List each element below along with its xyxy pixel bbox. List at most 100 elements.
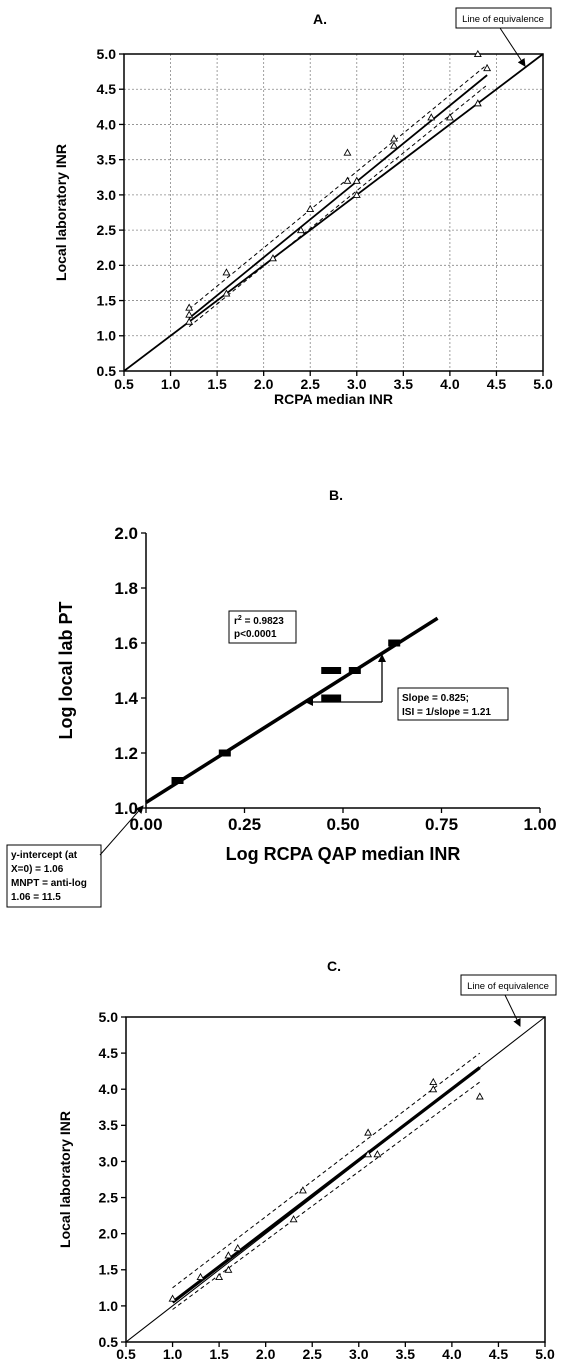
panel-c-x-tick-label: 2.0 bbox=[256, 1346, 276, 1362]
panel-b-x-tick-label: 0.25 bbox=[228, 815, 261, 834]
panel-a-annotation-label: Line of equivalence bbox=[462, 14, 544, 25]
panel-c-y-tick-label: 4.5 bbox=[99, 1045, 119, 1061]
panel-a-data-point bbox=[483, 63, 492, 72]
panel-c-x-tick-label: 1.5 bbox=[209, 1346, 229, 1362]
panel-b-y-axis-label: Log local lab PT bbox=[56, 601, 76, 739]
panel-b-stats-box bbox=[228, 610, 297, 644]
panel-c-x-tick-label: 1.0 bbox=[163, 1346, 183, 1362]
panel-c-data-point bbox=[196, 1272, 205, 1281]
panel-b-slope-line1: Slope = 0.825; bbox=[402, 693, 469, 704]
panel-c-data-point bbox=[373, 1150, 382, 1158]
panel-c-y-tick-label: 1.5 bbox=[99, 1262, 119, 1278]
panel-c-x-tick-label: 2.5 bbox=[302, 1346, 322, 1362]
panel-a-data-point bbox=[352, 190, 361, 198]
panel-b-r2-value: = 0.9823 bbox=[242, 616, 284, 627]
panel-c-data-point bbox=[224, 1265, 233, 1273]
panel-a-data-point bbox=[445, 113, 454, 121]
panel-c-annotation-label: Line of equivalence bbox=[467, 981, 549, 992]
panel-a-y-tick-label: 1.5 bbox=[97, 292, 117, 308]
panel-b-y-tick-label: 1.6 bbox=[114, 634, 138, 653]
panel-a-x-axis-label: RCPA median INR bbox=[274, 391, 393, 407]
panel-a-y-tick-label: 2.0 bbox=[97, 257, 117, 273]
panel-c-y-tick-label: 4.0 bbox=[99, 1081, 119, 1097]
panel-c-data-point bbox=[364, 1150, 373, 1158]
panel-a-data-point bbox=[185, 303, 194, 311]
panel-c-x-tick-label: 3.0 bbox=[349, 1346, 369, 1362]
panel-b-stats-r2: r2 = 0.9823 bbox=[234, 615, 284, 627]
panel-a-y-tick-label: 5.0 bbox=[97, 46, 117, 62]
panel-c-y-tick-label: 3.0 bbox=[99, 1153, 119, 1169]
panel-a-x-tick-label: 4.5 bbox=[487, 376, 507, 392]
panel-b-intercept-box bbox=[6, 844, 102, 908]
panel-a-x-tick-label: 5.0 bbox=[533, 376, 553, 392]
panel-c-data-point bbox=[233, 1243, 242, 1252]
panel-a-data-point bbox=[390, 141, 398, 149]
panel-b-data-point bbox=[321, 667, 334, 674]
panel-c-annotation-arrow bbox=[504, 994, 521, 1027]
panel-a-annotation-arrow bbox=[499, 27, 526, 67]
panel-b-y-tick-label: 2.0 bbox=[114, 524, 138, 543]
panel-b-intercept-arrow bbox=[99, 805, 144, 856]
panel-b-slope-line2: ISI = 1/slope = 1.21 bbox=[402, 707, 491, 718]
panel-b-y-tick-label: 1.0 bbox=[114, 799, 138, 818]
panel-a-equivalence-line bbox=[123, 53, 544, 372]
panel-b-intercept-line4: 1.06 = 11.5 bbox=[11, 892, 61, 903]
panel-b-data-point bbox=[321, 694, 334, 702]
panel-b-x-tick-label: 0.00 bbox=[129, 815, 162, 834]
panel-a-data-point bbox=[343, 176, 352, 184]
panel-b-x-tick-label: 0.50 bbox=[326, 815, 359, 834]
panel-a-y-tick-label: 3.0 bbox=[97, 187, 117, 203]
panel-b-data-point bbox=[388, 639, 401, 647]
panel-a-x-tick-label: 2.0 bbox=[254, 376, 274, 392]
panel-a-x-tick-label: 1.5 bbox=[207, 376, 227, 392]
panel-a-data-point bbox=[222, 268, 231, 276]
panel-b-intercept-line1: y-intercept (at bbox=[11, 850, 78, 861]
panel-c-x-tick-label: 0.5 bbox=[116, 1346, 136, 1362]
panel-c-y-tick-label: 2.5 bbox=[99, 1189, 119, 1205]
panel-b-x-axis-label: Log RCPA QAP median INR bbox=[226, 844, 461, 864]
panel-b-y-tick-label: 1.2 bbox=[114, 744, 138, 763]
panel-b-stats-p: p<0.0001 bbox=[234, 629, 277, 640]
panel-c-y-axis-label: Local laboratory INR bbox=[57, 1111, 73, 1248]
panel-b-y-tick-label: 1.4 bbox=[114, 689, 138, 708]
panel-a-x-tick-label: 2.5 bbox=[300, 376, 320, 392]
panel-b-intercept-line2: X=0) = 1.06 bbox=[11, 864, 64, 875]
panel-c-data-point bbox=[429, 1085, 438, 1093]
panel-a-data-point bbox=[222, 289, 231, 297]
panel-a-regression-line bbox=[188, 74, 488, 319]
panel-c-y-tick-label: 2.0 bbox=[99, 1226, 119, 1242]
panel-c-y-tick-label: 5.0 bbox=[99, 1009, 119, 1025]
panel-a-ci-lower-line bbox=[188, 84, 488, 328]
panel-a-ci-upper-line bbox=[188, 64, 488, 310]
panel-c-data-point bbox=[224, 1251, 233, 1259]
panel-c-title: C. bbox=[327, 958, 341, 974]
panel-c-regression-line bbox=[171, 1066, 481, 1304]
panel-c-plot-frame bbox=[125, 1016, 546, 1343]
panel-c-y-tick-label: 3.5 bbox=[99, 1117, 119, 1133]
panel-c-data-point bbox=[215, 1272, 224, 1281]
panel-a-plot-frame bbox=[123, 53, 544, 372]
panel-b-x-tick-label: 0.75 bbox=[425, 815, 458, 834]
panel-a-y-tick-label: 2.5 bbox=[97, 222, 117, 238]
panel-a-x-tick-label: 0.5 bbox=[114, 376, 134, 392]
panel-c-data-point bbox=[298, 1186, 307, 1194]
panel-c-y-tick-label: 1.0 bbox=[99, 1298, 119, 1314]
panel-a-x-tick-label: 3.0 bbox=[347, 376, 367, 392]
panel-a-y-tick-label: 1.0 bbox=[97, 328, 117, 344]
panel-b-r2-superscript: 2 bbox=[238, 615, 242, 622]
panel-c-data-point bbox=[429, 1077, 438, 1086]
panel-c-data-point bbox=[168, 1294, 177, 1302]
panel-a-y-axis-label: Local laboratory INR bbox=[53, 144, 69, 281]
panel-a-annotation-box bbox=[455, 7, 552, 29]
panel-c-y-tick-label: 0.5 bbox=[99, 1334, 119, 1350]
panel-a-data-point bbox=[185, 317, 194, 325]
panel-c-x-tick-label: 4.5 bbox=[489, 1346, 509, 1362]
panel-a-y-tick-label: 4.5 bbox=[97, 81, 117, 97]
panel-c-data-point bbox=[289, 1215, 298, 1223]
panel-b-data-point bbox=[348, 667, 361, 674]
panel-a-data-point bbox=[343, 148, 352, 156]
panel-c-data-point bbox=[364, 1128, 373, 1136]
panel-a-title: A. bbox=[313, 11, 327, 27]
panel-b-title: B. bbox=[329, 487, 343, 503]
